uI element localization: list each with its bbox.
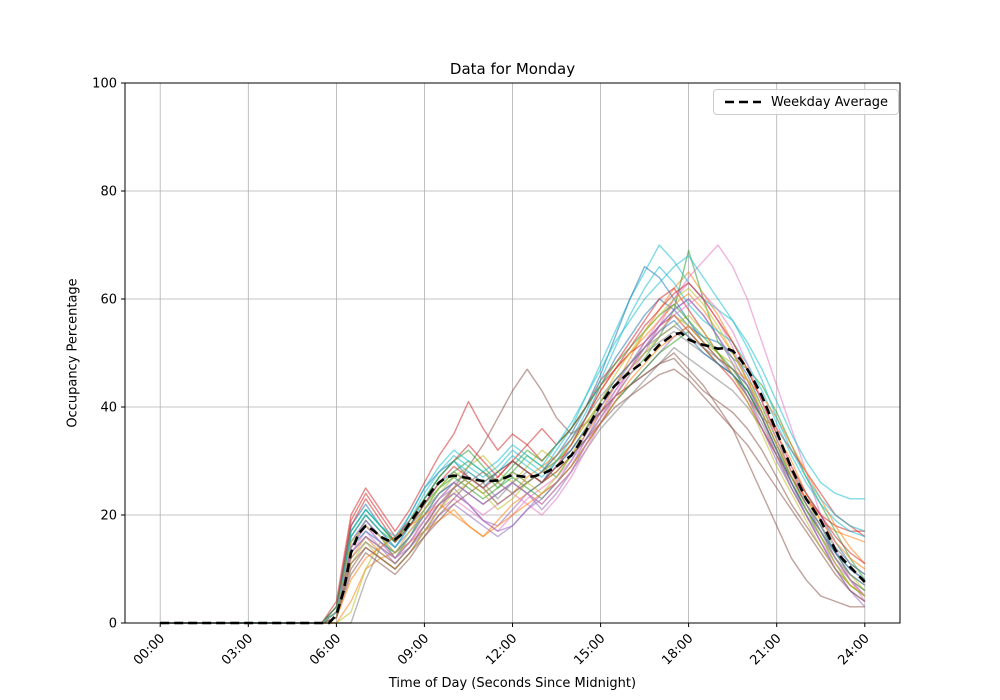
y-tick-label: 80 bbox=[100, 185, 117, 200]
x-tick-label: 18:00 bbox=[659, 631, 696, 668]
x-tick-label: 21:00 bbox=[747, 631, 784, 668]
legend-label: Weekday Average bbox=[771, 94, 889, 110]
x-tick-label: 15:00 bbox=[571, 631, 608, 668]
x-tick-label: 03:00 bbox=[219, 631, 256, 668]
y-tick-label: 100 bbox=[92, 77, 117, 92]
x-tick-label: 09:00 bbox=[395, 631, 432, 668]
legend: Weekday Average bbox=[713, 89, 900, 115]
y-tick-label: 40 bbox=[100, 401, 117, 416]
y-tick-label: 20 bbox=[100, 509, 117, 524]
y-tick-label: 0 bbox=[109, 617, 117, 632]
x-tick-label: 24:00 bbox=[836, 631, 873, 668]
x-axis-label: Time of Day (Seconds Since Midnight) bbox=[388, 676, 637, 691]
x-tick-label: 12:00 bbox=[483, 631, 520, 668]
x-tick-label: 00:00 bbox=[131, 631, 168, 668]
y-tick-label: 60 bbox=[100, 293, 117, 308]
y-axis-label: Occupancy Percentage bbox=[65, 278, 81, 428]
legend-dashed-line-sample bbox=[725, 100, 761, 104]
chart-title: Data for Monday bbox=[449, 60, 576, 78]
x-tick-label: 06:00 bbox=[307, 631, 344, 668]
